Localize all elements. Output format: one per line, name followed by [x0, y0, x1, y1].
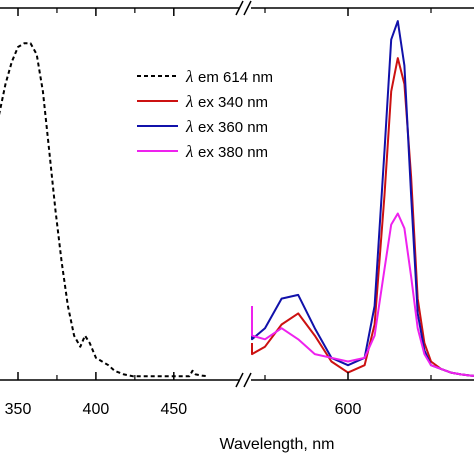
- axis-break-gap: [239, 2, 251, 14]
- axis-break-slash: [235, 0, 244, 16]
- x-tick-label: 450: [160, 401, 187, 418]
- plot-frame: [0, 7, 474, 381]
- axis-break-slash: [243, 372, 252, 388]
- x-axis-label: Wavelength, nm: [219, 436, 334, 453]
- legend-label-0: em 614 nm: [198, 69, 273, 86]
- x-tick-label: 350: [5, 401, 32, 418]
- axis-break-slash: [243, 0, 252, 16]
- legend-label-1: ex 340 nm: [198, 94, 268, 111]
- x-tick-label: 400: [83, 401, 110, 418]
- legend-symbol: λ: [185, 67, 193, 86]
- series-line-0: [0, 42, 209, 378]
- tick-layer: 350 400 450 600: [5, 8, 432, 418]
- legend-symbol: λ: [185, 92, 193, 111]
- series-line-3: [251, 212, 474, 377]
- series-layer: [0, 20, 474, 378]
- legend-symbol: λ: [185, 142, 193, 161]
- legend-label-3: ex 380 nm: [198, 144, 268, 161]
- axis-break-gap: [239, 374, 251, 386]
- x-tick-label: 600: [335, 401, 362, 418]
- series-line-1: [251, 57, 474, 377]
- legend: λ em 614 nm λ ex 340 nm λ ex 360 nm λ ex 380 nm: [137, 67, 273, 161]
- axis-break-slash: [235, 372, 244, 388]
- legend-label-2: ex 360 nm: [198, 119, 268, 136]
- legend-symbol: λ: [185, 117, 193, 136]
- axis-break: [235, 0, 252, 388]
